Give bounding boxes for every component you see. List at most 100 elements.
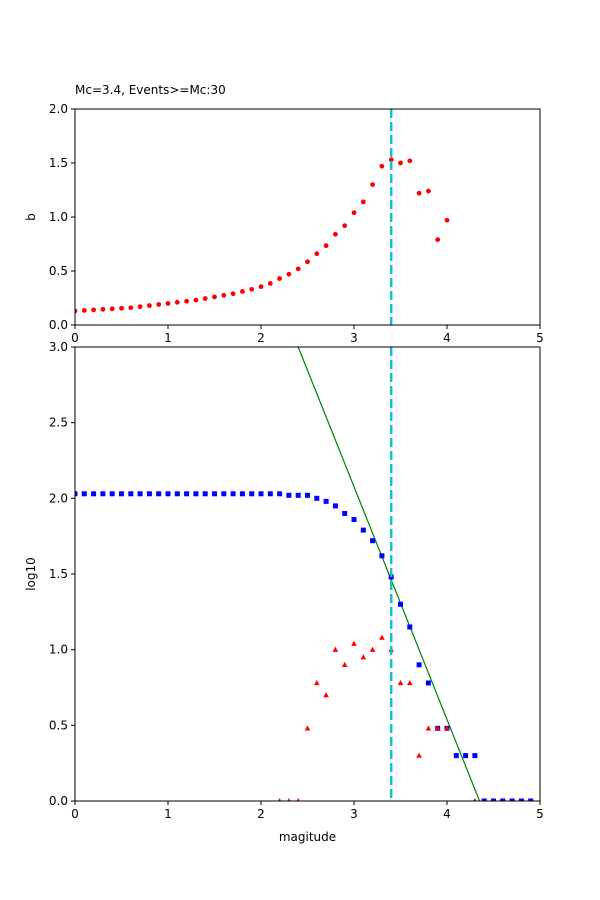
- data-point: [360, 199, 366, 205]
- data-point: [305, 492, 310, 498]
- y-tick-label: 2.5: [49, 416, 68, 430]
- data-point: [416, 662, 422, 668]
- data-point: [165, 491, 171, 497]
- data-point: [314, 251, 320, 257]
- data-point: [212, 491, 217, 497]
- x-axis-label: magitude: [279, 830, 336, 844]
- data-point: [500, 798, 506, 801]
- data-point: [323, 498, 329, 504]
- data-point: [212, 294, 217, 300]
- data-point: [184, 298, 190, 304]
- data-point: [128, 305, 134, 311]
- data-point: [416, 752, 422, 758]
- data-point: [137, 491, 143, 497]
- data-point: [100, 306, 106, 312]
- data-point: [184, 491, 190, 497]
- data-point: [369, 646, 376, 652]
- data-point: [444, 725, 450, 731]
- data-point: [342, 223, 348, 229]
- data-point: [473, 798, 477, 801]
- log-frequency-plot: 0 1 2 3 4 5 0.0 0.5 1.0 1.5 2.0 2.5 3.0 log10 magitude: [24, 340, 544, 844]
- data-point: [360, 527, 366, 533]
- data-point: [407, 679, 413, 686]
- chart-title: Mc=3.4, Events>=Mc:30: [75, 83, 226, 97]
- data-point: [286, 271, 292, 277]
- fit-line: [297, 347, 481, 801]
- data-layer: [75, 347, 534, 801]
- data-point: [341, 661, 348, 667]
- data-layer: [75, 157, 450, 314]
- data-point: [435, 237, 441, 243]
- data-point: [277, 276, 282, 281]
- data-point: [137, 304, 143, 310]
- data-point: [416, 190, 422, 196]
- y-tick-label: 2.0: [49, 491, 68, 505]
- data-point: [425, 725, 432, 731]
- data-point: [434, 725, 441, 731]
- x-tick-label: 4: [443, 807, 451, 821]
- data-point: [407, 158, 413, 164]
- data-point: [342, 510, 348, 516]
- data-point: [147, 303, 152, 308]
- data-point: [267, 281, 273, 286]
- data-point: [509, 798, 515, 801]
- data-point: [314, 679, 320, 686]
- data-point: [100, 491, 106, 497]
- b-value-plot: 0 1 2 3 4 5 0.0 0.5 1.0 1.5 2.0 Mc=3.4, Events>=Mc:…: [24, 83, 544, 345]
- data-point: [518, 798, 524, 801]
- data-point: [426, 188, 431, 194]
- data-point: [398, 601, 403, 607]
- data-point: [314, 495, 320, 501]
- x-tick-label: 1: [164, 807, 172, 821]
- data-point: [491, 798, 496, 801]
- data-point: [323, 243, 329, 249]
- y-tick-label: 0.5: [49, 264, 68, 278]
- data-point: [351, 517, 357, 523]
- data-point: [249, 491, 255, 497]
- data-point: [156, 491, 162, 497]
- data-point: [295, 266, 301, 272]
- data-point: [109, 306, 115, 312]
- y-tick-label: 0.0: [49, 318, 68, 332]
- data-point: [463, 753, 469, 759]
- data-point: [240, 289, 245, 294]
- data-point: [379, 163, 385, 169]
- data-point: [370, 182, 375, 188]
- data-point: [165, 301, 171, 306]
- data-point: [267, 491, 273, 497]
- x-tick-label: 2: [257, 807, 265, 821]
- data-point: [75, 491, 78, 497]
- plot-area: [75, 347, 540, 801]
- data-point: [388, 157, 394, 163]
- data-point: [128, 491, 134, 497]
- data-point: [239, 491, 245, 497]
- data-point: [323, 692, 329, 698]
- data-point: [193, 491, 199, 497]
- data-point: [174, 299, 180, 305]
- data-point: [304, 725, 311, 731]
- data-point: [75, 308, 78, 314]
- data-point: [388, 574, 394, 580]
- data-point: [398, 160, 403, 166]
- data-point: [277, 491, 283, 497]
- data-point: [379, 553, 385, 559]
- plot-area: [75, 109, 540, 325]
- data-point: [481, 798, 487, 801]
- data-point: [119, 305, 124, 311]
- data-point: [332, 503, 338, 509]
- data-point: [258, 491, 264, 497]
- data-point: [258, 284, 264, 290]
- data-point: [295, 492, 301, 498]
- x-tick-label: 5: [536, 807, 544, 821]
- data-point: [221, 292, 227, 298]
- y-axis-label: b: [24, 213, 38, 221]
- data-point: [379, 634, 385, 640]
- data-point: [156, 302, 162, 307]
- y-tick-label: 1.5: [49, 156, 68, 170]
- y-tick-label: 3.0: [49, 340, 68, 354]
- data-point: [453, 753, 459, 759]
- data-point: [287, 798, 291, 801]
- data-point: [202, 491, 208, 497]
- data-point: [351, 210, 357, 216]
- y-axis-label: log10: [24, 557, 38, 591]
